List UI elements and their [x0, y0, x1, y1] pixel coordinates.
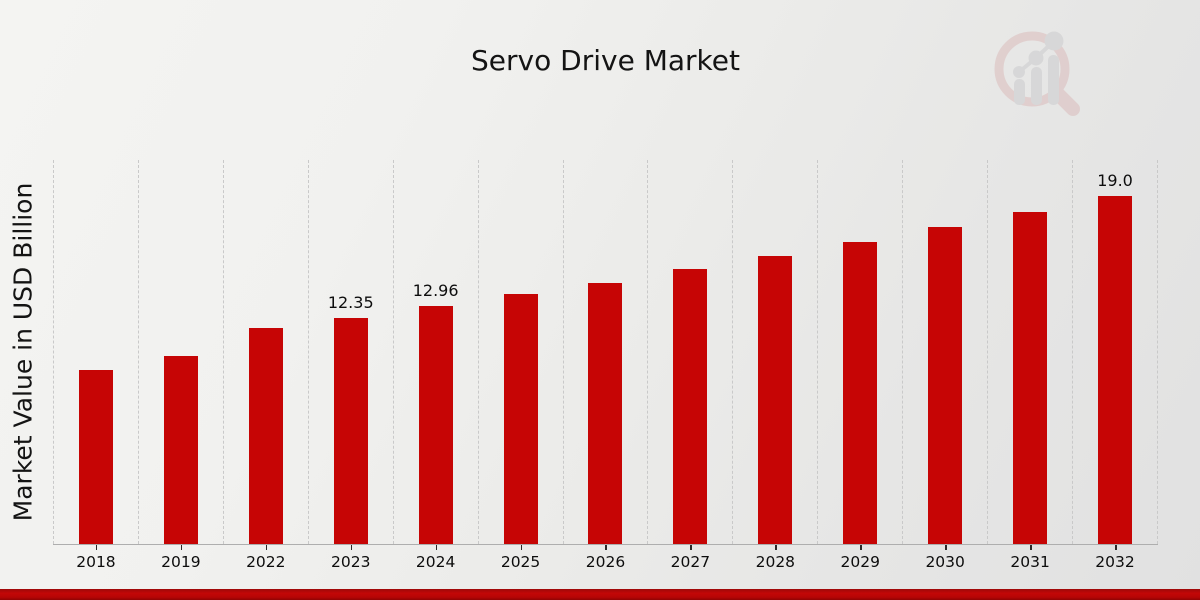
bar-value-label-2024: 12.96 [412, 281, 459, 301]
x-axis-label-2018: 2018 [76, 553, 116, 571]
x-axis-label-2027: 2027 [670, 553, 711, 571]
y-axis-label: Market Value in USD Billion [8, 182, 38, 522]
x-axis-label-2029: 2029 [840, 553, 880, 571]
bar-2025 [503, 293, 538, 544]
x-axis-label-2025: 2025 [500, 553, 541, 571]
x-axis-tick-2022 [265, 545, 268, 550]
bar-value-label-2023: 12.35 [327, 292, 374, 312]
x-axis-tick-2023 [350, 545, 353, 550]
category-cell-2027: 2027 [647, 160, 732, 571]
bar-2024 [418, 306, 453, 544]
bar-2031 [1013, 212, 1048, 544]
category-cell-2028: 2028 [732, 160, 817, 571]
x-axis-tick-2030 [945, 545, 947, 550]
category-cell-2024: 12.96 2024 [392, 160, 478, 571]
x-axis-label-2028: 2028 [755, 553, 796, 571]
plot-area: 2018 2019 2022 12.35 2023 12.96 2024 2025 2026 20… [53, 160, 1158, 571]
x-axis-label-2032: 2032 [1095, 553, 1135, 571]
category-cell-2019: 2019 [137, 160, 223, 571]
bar-2030 [928, 227, 963, 544]
x-axis-tick-2018 [95, 545, 98, 550]
x-axis-tick-2031 [1030, 545, 1032, 550]
x-axis-tick-2029 [860, 545, 862, 550]
bar-2028 [758, 256, 793, 544]
x-axis-tick-2025 [520, 545, 523, 550]
bar-2018 [78, 370, 113, 544]
category-cell-2032: 19.0 2032 [1072, 160, 1158, 571]
x-axis-tick-2026 [605, 545, 607, 550]
bar-2022 [248, 328, 283, 544]
x-axis-tick-2024 [435, 545, 438, 550]
x-axis-tick-2019 [180, 545, 183, 550]
category-cell-2030: 2030 [902, 160, 987, 571]
x-axis-label-2023: 2023 [330, 553, 371, 571]
category-cell-2029: 2029 [817, 160, 902, 571]
x-axis-label-2022: 2022 [246, 553, 286, 571]
bottom-red-strip [0, 589, 1200, 600]
x-axis-tick-2028 [775, 545, 777, 550]
category-cell-2018: 2018 [53, 160, 138, 571]
bar-2029 [843, 242, 878, 544]
bar-2027 [673, 269, 708, 544]
category-cell-2026: 2026 [562, 160, 648, 571]
category-cell-2025: 2025 [477, 160, 563, 571]
category-cell-2022: 2022 [222, 160, 308, 571]
x-axis-label-2031: 2031 [1010, 553, 1050, 571]
x-axis-label-2024: 2024 [415, 553, 456, 571]
bar-2019 [163, 356, 198, 544]
chart-title: Servo Drive Market [471, 44, 740, 77]
x-axis-label-2030: 2030 [925, 553, 965, 571]
bar-2032 [1098, 195, 1133, 544]
x-axis-label-2026: 2026 [585, 553, 626, 571]
magnifier-bar-chart-logo-icon [994, 31, 1080, 116]
category-cell-2023: 12.35 2023 [307, 160, 393, 571]
x-axis-tick-2027 [690, 545, 692, 550]
bar-2023 [333, 317, 368, 544]
bar-2026 [588, 282, 623, 544]
x-axis-tick-2032 [1115, 545, 1117, 550]
bar-value-label-2032: 19.0 [1097, 170, 1133, 190]
x-axis-label-2019: 2019 [161, 553, 201, 571]
category-cell-2031: 2031 [987, 160, 1072, 571]
